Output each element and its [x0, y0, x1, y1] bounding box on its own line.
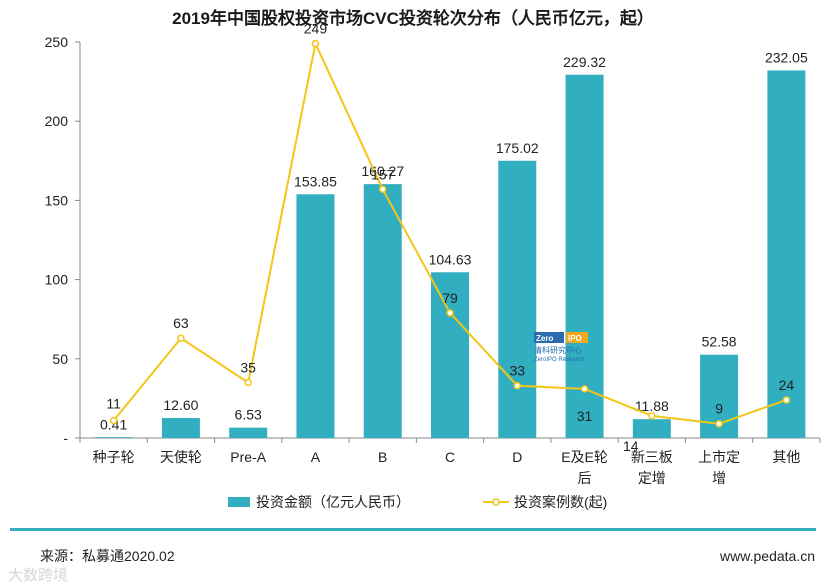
line-point	[648, 412, 656, 420]
bar-value-label: 52.58	[702, 334, 737, 350]
line-point	[378, 185, 387, 194]
source-text: 来源：私募通2020.02	[40, 548, 175, 564]
bar-value-label: 11.88	[635, 398, 669, 414]
x-tick-label: Pre-A	[230, 449, 266, 465]
y-tick-label: 150	[45, 192, 69, 208]
y-tick-label: 250	[45, 34, 69, 50]
line-value-label: 31	[577, 408, 593, 424]
logo-name-en: ZeroIPO Research	[534, 357, 584, 363]
line-value-label: 9	[715, 401, 723, 417]
logo-left-text: Zero	[536, 334, 553, 343]
line-value-label: 14	[623, 438, 639, 454]
line-value-label: 157	[371, 166, 395, 182]
line-point	[513, 381, 522, 390]
footer-divider	[10, 528, 816, 531]
legend-line-marker	[492, 498, 500, 506]
line-point	[311, 39, 320, 48]
bar-value-label: 232.05	[765, 49, 808, 65]
bar-value-label: 175.02	[496, 140, 539, 156]
line-value-label: 249	[304, 21, 328, 37]
x-tick-label: 上市定	[698, 449, 740, 465]
bar	[767, 70, 806, 438]
line-point	[446, 309, 454, 317]
bar-value-label: 153.85	[294, 173, 337, 189]
x-tick-label: 增	[712, 470, 726, 486]
bar	[632, 419, 671, 438]
logo-name-cn: 清科研究中心	[534, 345, 582, 355]
legend: 投资金额（亿元人民币） 投资案例数(起)	[228, 494, 607, 510]
x-tick-label: 定增	[638, 470, 666, 486]
line-point	[715, 419, 723, 428]
bar	[363, 184, 402, 438]
x-tick-label: B	[378, 449, 387, 465]
line-point	[244, 378, 252, 387]
x-tick-label: D	[512, 449, 522, 465]
x-tick-label: 后	[578, 470, 592, 486]
bar-value-label: 12.60	[163, 397, 198, 413]
line-value-label: 35	[240, 360, 256, 376]
x-tick-label: A	[311, 449, 321, 465]
legend-line-label: 投资案例数(起)	[514, 494, 607, 510]
logo-right-block	[566, 332, 588, 343]
x-tick-label: 天使轮	[160, 449, 202, 465]
chart-title: 2019年中国股权投资市场CVC投资轮次分布（人民币亿元，起）	[172, 8, 654, 28]
bar-value-label: 229.32	[563, 54, 606, 70]
y-tick-label: 100	[45, 272, 69, 288]
bar	[296, 194, 335, 438]
legend-bar-label: 投资金额（亿元人民币）	[256, 494, 410, 510]
line-value-label: 11	[106, 396, 121, 412]
bar	[565, 74, 604, 439]
x-tick-label: 其他	[772, 449, 800, 465]
x-tick-label: C	[445, 449, 455, 465]
x-tick-label: 新三板	[631, 449, 673, 465]
x-tick-label: 种子轮	[93, 449, 135, 465]
website-text: www.pedata.cn	[719, 548, 815, 564]
y-tick-label: 50	[52, 351, 68, 367]
line-point	[782, 396, 791, 404]
line-value-label: 24	[779, 377, 795, 393]
line-value-label: 79	[442, 290, 458, 306]
line-point	[580, 385, 589, 393]
line-value-label: 63	[173, 315, 189, 331]
bar-value-label: 6.53	[235, 407, 262, 423]
y-tick-label: -	[63, 430, 68, 446]
logo-left-block	[534, 332, 564, 343]
y-axis: - 50 100 150 200 250	[45, 34, 81, 446]
bar-value-label: 0.41	[100, 416, 127, 432]
line-point	[109, 416, 118, 425]
bar-value-label: 104.63	[429, 251, 472, 267]
y-tick-label: 200	[45, 113, 69, 129]
line-value-label: 33	[509, 363, 525, 379]
bar	[161, 418, 200, 438]
bar	[229, 427, 268, 438]
line-point	[177, 334, 185, 342]
line-series: 11 63 35 249 157 79 33 31 14 9 24	[106, 21, 794, 454]
bar	[431, 272, 469, 438]
bar	[498, 160, 537, 439]
legend-bar-swatch	[228, 497, 250, 507]
corner-watermark: 大数跨境	[8, 566, 68, 584]
zeroipo-watermark-logo: Zero IPO 清科研究中心 ZeroIPO Research	[534, 332, 588, 363]
bar-series: 0.4112.606.53153.85160.27104.63175.02229…	[94, 49, 808, 439]
bar	[94, 437, 133, 438]
x-tick-label: E及E轮	[561, 449, 608, 465]
logo-right-text: IPO	[568, 334, 582, 343]
